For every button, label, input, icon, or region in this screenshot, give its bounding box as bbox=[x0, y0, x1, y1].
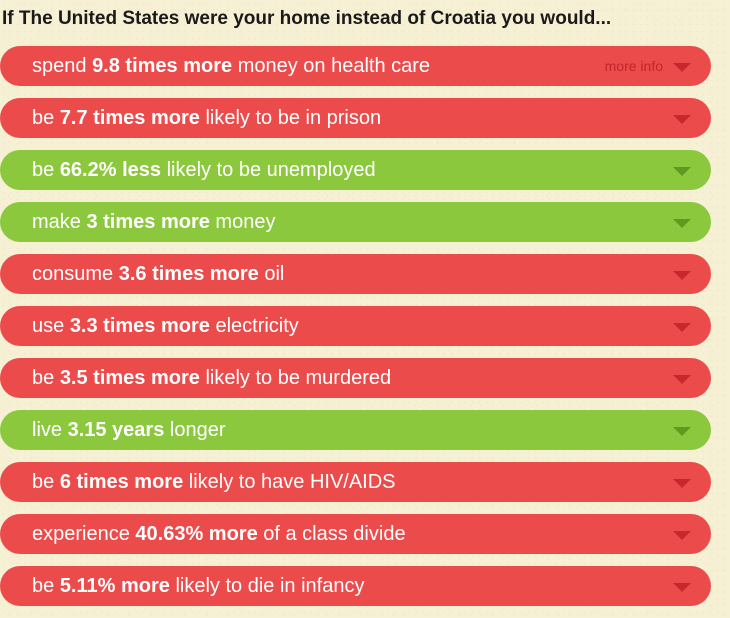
item-text: be 7.7 times more likely to be in prison bbox=[32, 106, 382, 129]
chevron-down-icon[interactable] bbox=[673, 583, 691, 592]
chevron-down-icon[interactable] bbox=[673, 167, 691, 176]
item-text: be 5.11% more likely to die in infancy bbox=[32, 574, 365, 597]
comparison-item-hiv-aids[interactable]: be 6 times more likely to have HIV/AIDS bbox=[0, 462, 711, 502]
item-text: consume 3.6 times more oil bbox=[32, 262, 285, 285]
comparison-item-unemployed[interactable]: be 66.2% less likely to be unemployed bbox=[0, 150, 711, 190]
item-text: use 3.3 times more electricity bbox=[32, 314, 299, 337]
comparison-item-electricity[interactable]: use 3.3 times more electricity bbox=[0, 306, 711, 346]
item-text: live 3.15 years longer bbox=[32, 418, 226, 441]
item-text: be 3.5 times more likely to be murdered bbox=[32, 366, 392, 389]
item-text: spend 9.8 times more money on health car… bbox=[32, 54, 431, 77]
chevron-down-icon[interactable] bbox=[673, 63, 691, 72]
comparison-list: spend 9.8 times more money on health car… bbox=[0, 46, 711, 618]
comparison-item-infancy[interactable]: be 5.11% more likely to die in infancy bbox=[0, 566, 711, 606]
comparison-item-health-care[interactable]: spend 9.8 times more money on health car… bbox=[0, 46, 711, 86]
item-text: be 6 times more likely to have HIV/AIDS bbox=[32, 470, 396, 493]
chevron-down-icon[interactable] bbox=[673, 479, 691, 488]
chevron-down-icon[interactable] bbox=[673, 427, 691, 436]
chevron-down-icon[interactable] bbox=[673, 531, 691, 540]
chevron-down-icon[interactable] bbox=[673, 323, 691, 332]
comparison-item-murdered[interactable]: be 3.5 times more likely to be murdered bbox=[0, 358, 711, 398]
item-text: experience 40.63% more of a class divide bbox=[32, 522, 406, 545]
chevron-down-icon[interactable] bbox=[673, 271, 691, 280]
item-text: make 3 times more money bbox=[32, 210, 276, 233]
chevron-down-icon[interactable] bbox=[673, 219, 691, 228]
chevron-down-icon[interactable] bbox=[673, 375, 691, 384]
more-info-link[interactable]: more info bbox=[604, 58, 663, 74]
comparison-item-money[interactable]: make 3 times more money bbox=[0, 202, 711, 242]
page-heading: If The United States were your home inst… bbox=[2, 8, 612, 29]
item-text: be 66.2% less likely to be unemployed bbox=[32, 158, 376, 181]
comparison-item-life-expectancy[interactable]: live 3.15 years longer bbox=[0, 410, 711, 450]
comparison-item-class-divide[interactable]: experience 40.63% more of a class divide bbox=[0, 514, 711, 554]
comparison-item-oil[interactable]: consume 3.6 times more oil bbox=[0, 254, 711, 294]
comparison-item-prison[interactable]: be 7.7 times more likely to be in prison bbox=[0, 98, 711, 138]
chevron-down-icon[interactable] bbox=[673, 115, 691, 124]
